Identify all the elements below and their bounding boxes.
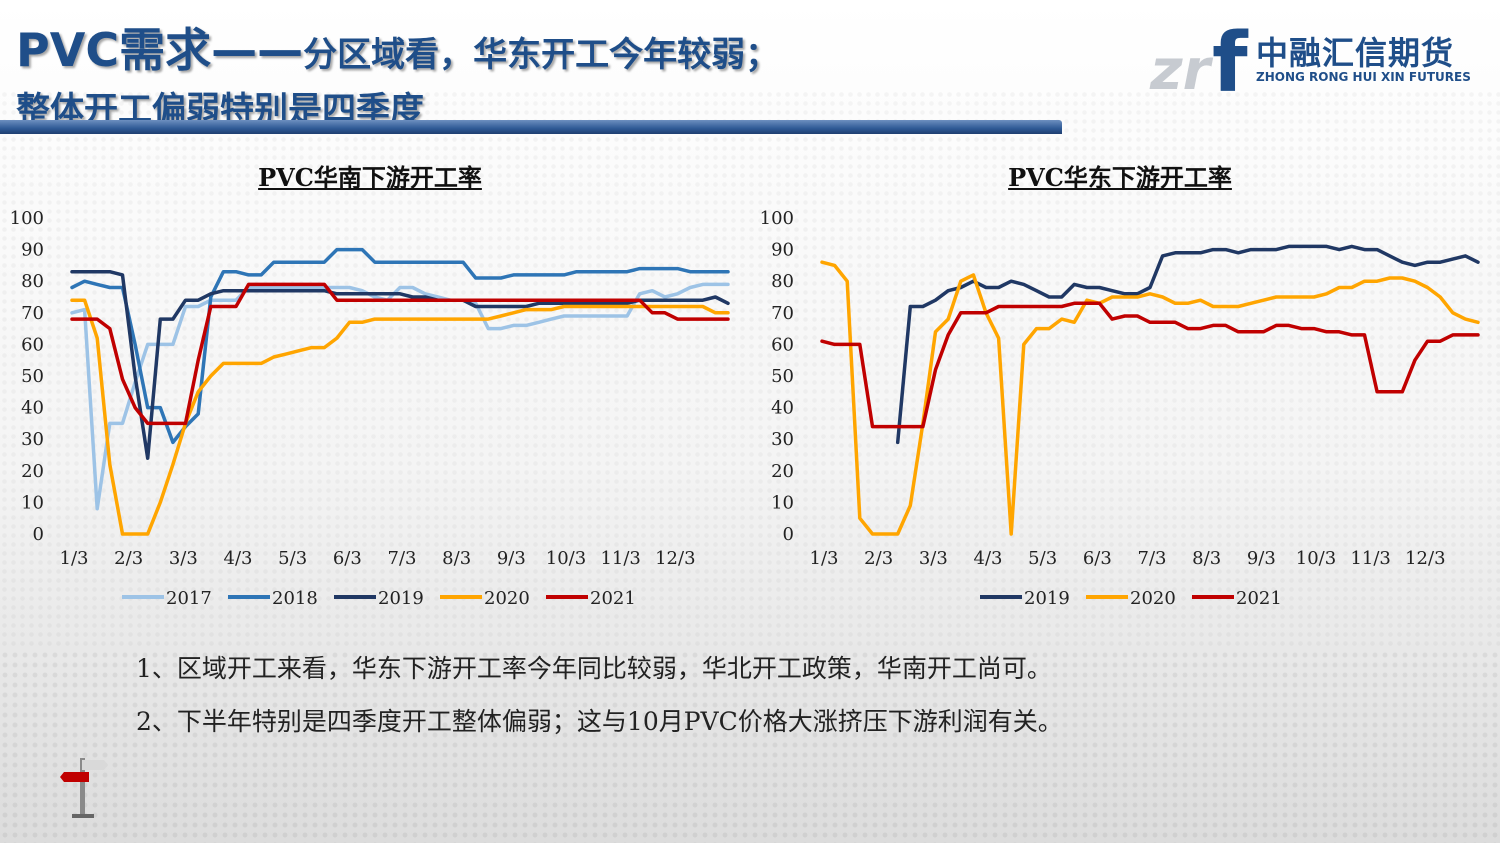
- chart-south-china-title: PVC华南下游开工率: [258, 163, 482, 192]
- east-ytick-label: 90: [771, 240, 794, 261]
- south-xtick-label: 2/3: [114, 548, 143, 569]
- east-xtick-label: 9/3: [1247, 548, 1276, 569]
- logo-name-cn: 中融汇信期货: [1256, 34, 1455, 72]
- south-legend-label-2018: 2018: [272, 588, 318, 609]
- east-ytick-label: 0: [783, 524, 794, 545]
- south-series-line-2019: [70, 269, 730, 460]
- east-xtick-label: 12/3: [1405, 548, 1445, 569]
- slide-title-main: PVC需求——: [16, 23, 304, 77]
- east-ytick-label: 40: [771, 398, 794, 419]
- south-ytick-label: 60: [21, 334, 44, 355]
- chart-east-china-svg: 0 10 20 30 40 50 60 70 80 90 100 1/3 2/3 3/3 4/3 5/3 6/3…: [760, 208, 1480, 609]
- background-dot-pattern: [0, 90, 1500, 650]
- south-series-line-2021: [70, 282, 730, 426]
- east-ytick-label: 60: [771, 334, 794, 355]
- south-legend-label-2021: 2021: [590, 588, 636, 609]
- south-ytick-label: 80: [21, 271, 44, 292]
- east-xtick-label: 7/3: [1138, 548, 1167, 569]
- east-xtick-label: 2/3: [864, 548, 893, 569]
- east-xtick-label: 10/3: [1296, 548, 1336, 569]
- logo-mark-zr: zr: [1150, 38, 1211, 103]
- south-xtick-label: 1/3: [60, 548, 89, 569]
- south-ytick-label: 10: [21, 492, 44, 513]
- chart-south-china: 0 10 20 30 40 50 60 70 80 90 100 1/3 2/3 3/3 4/3 5/3 6/3…: [0, 150, 740, 620]
- south-ytick-label: 100: [10, 208, 44, 229]
- east-xtick-label: 3/3: [919, 548, 948, 569]
- slide-title: PVC需求——分区域看，华东开工今年较弱；: [16, 14, 779, 80]
- south-legend-label-2017: 2017: [166, 588, 212, 609]
- south-ytick-label: 0: [33, 524, 44, 545]
- chart-east-china: 0 10 20 30 40 50 60 70 80 90 100 1/3 2/3 3/3 4/3 5/3 6/3…: [750, 150, 1490, 620]
- south-ytick-label: 70: [21, 303, 44, 324]
- logo-mark-f: f: [1212, 16, 1248, 111]
- south-xtick-label: 4/3: [224, 548, 253, 569]
- east-legend-label-2021: 2021: [1236, 588, 1282, 609]
- east-series-line-2020: [820, 260, 1480, 536]
- slide-header: PVC需求——分区域看，华东开工今年较弱； 整体开工偏弱特别是四季度 zr f …: [0, 0, 1500, 140]
- south-legend-label-2020: 2020: [484, 588, 530, 609]
- south-xtick-label: 5/3: [278, 548, 307, 569]
- background-bottom-pattern: [0, 650, 1500, 843]
- south-xtick-label: 6/3: [333, 548, 362, 569]
- header-underline-bar: [0, 120, 1062, 134]
- note-1: 1、区域开工来看，华东下游开工率今年同比较弱，华北开工政策，华南开工尚可。: [136, 654, 1052, 683]
- south-xtick-label: 12/3: [655, 548, 695, 569]
- east-ytick-label: 80: [771, 271, 794, 292]
- east-xtick-label: 1/3: [810, 548, 839, 569]
- notes-block: 1、区域开工来看，华东下游开工率今年同比较弱，华北开工政策，华南开工尚可。 2、…: [136, 642, 1063, 748]
- south-xtick-label: 8/3: [442, 548, 471, 569]
- south-ytick-label: 30: [21, 429, 44, 450]
- south-series-line-2020: [70, 298, 730, 536]
- south-ytick-label: 90: [21, 240, 44, 261]
- east-xtick-label: 8/3: [1192, 548, 1221, 569]
- signpost-icon: [60, 758, 108, 818]
- chart-south-china-svg: 0 10 20 30 40 50 60 70 80 90 100 1/3 2/3 3/3 4/3 5/3 6/3…: [10, 208, 730, 609]
- south-xtick-label: 11/3: [600, 548, 640, 569]
- east-xtick-label: 11/3: [1350, 548, 1390, 569]
- east-legend-label-2019: 2019: [1024, 588, 1070, 609]
- east-ytick-label: 10: [771, 492, 794, 513]
- east-ytick-label: 100: [760, 208, 794, 229]
- east-xtick-label: 4/3: [974, 548, 1003, 569]
- east-xtick-label: 5/3: [1028, 548, 1057, 569]
- logo-name-en: ZHONG RONG HUI XIN FUTURES: [1256, 70, 1471, 84]
- south-legend-label-2019: 2019: [378, 588, 424, 609]
- east-series-line-2021: [820, 301, 1480, 429]
- south-xtick-label: 3/3: [169, 548, 198, 569]
- chart-east-china-title: PVC华东下游开工率: [1008, 163, 1232, 192]
- south-xtick-label: 10/3: [546, 548, 586, 569]
- east-series-line-2019: [895, 244, 1480, 445]
- south-series-line-2017: [70, 282, 730, 511]
- south-xtick-label: 9/3: [497, 548, 526, 569]
- east-legend-label-2020: 2020: [1130, 588, 1176, 609]
- slide-title-sub: 分区域看，华东开工今年较弱；: [303, 35, 780, 75]
- east-ytick-label: 20: [771, 461, 794, 482]
- south-ytick-label: 50: [21, 366, 44, 387]
- east-xtick-label: 6/3: [1083, 548, 1112, 569]
- east-ytick-label: 70: [771, 303, 794, 324]
- note-2: 2、下半年特别是四季度开工整体偏弱；这与10月PVC价格大涨挤压下游利润有关。: [136, 707, 1063, 736]
- south-xtick-label: 7/3: [388, 548, 417, 569]
- south-ytick-label: 20: [21, 461, 44, 482]
- company-logo: zr f 中融汇信期货 ZHONG RONG HUI XIN FUTURES: [1150, 16, 1471, 111]
- east-ytick-label: 50: [771, 366, 794, 387]
- east-ytick-label: 30: [771, 429, 794, 450]
- south-ytick-label: 40: [21, 398, 44, 419]
